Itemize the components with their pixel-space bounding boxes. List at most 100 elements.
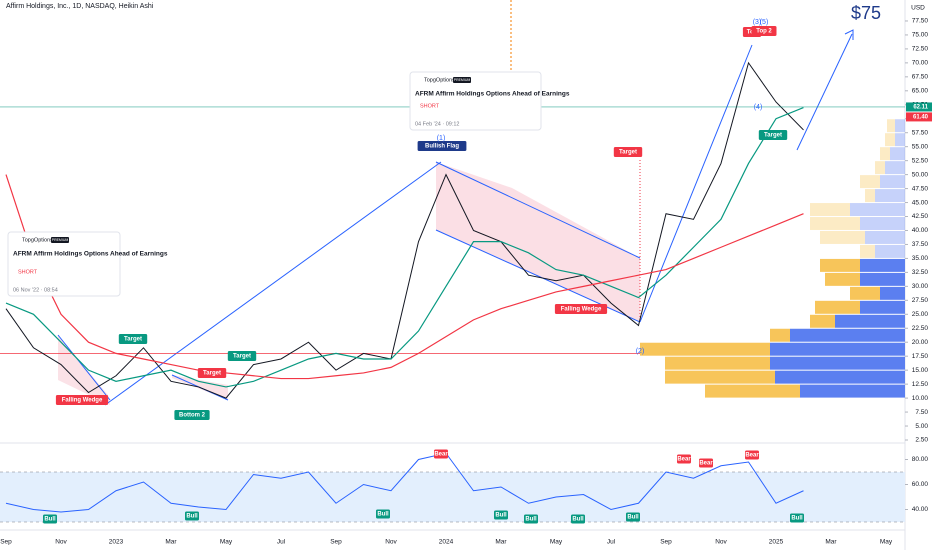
rsi-signal: Bull <box>627 515 639 521</box>
pattern-label: Bottom 2 <box>179 413 206 419</box>
x-tick-label: May <box>220 539 233 546</box>
y-tick-label: 35.00 <box>912 255 929 262</box>
volume-buy <box>880 175 905 189</box>
volume-buy <box>790 328 905 342</box>
y-tick-label: 20.00 <box>912 339 929 346</box>
volume-sell <box>810 314 835 328</box>
idea-date: 04 Feb '24 · 09:12 <box>415 121 459 127</box>
volume-sell <box>850 286 880 300</box>
x-tick-label: Nov <box>385 539 397 546</box>
y-tick-label: 5.00 <box>915 423 928 430</box>
volume-buy <box>860 300 905 314</box>
wave-label: (3) <box>753 19 762 26</box>
rsi-signal: Bull <box>791 516 803 522</box>
volume-buy <box>770 342 905 356</box>
rsi-signal: Bull <box>44 517 56 523</box>
rsi-signal-box <box>790 513 804 523</box>
y-tick-label: 12.50 <box>912 381 929 388</box>
x-tick-label: Sep <box>0 539 12 546</box>
volume-sell <box>665 356 770 370</box>
idea-badge-box <box>453 77 471 83</box>
rsi-signal: Bear <box>677 457 691 463</box>
volume-buy <box>885 161 905 175</box>
x-tick-label: Sep <box>660 539 672 546</box>
x-tick-label: Mar <box>165 539 177 546</box>
idea-date: 06 Nov '22 · 08:54 <box>13 287 58 293</box>
volume-sell <box>825 272 860 286</box>
idea-badge: PREMIUM <box>454 78 471 82</box>
idea-author: TopgOptions <box>22 237 53 243</box>
pattern-label: Target <box>124 337 142 343</box>
x-tick-label: May <box>880 539 893 546</box>
y-tick-label: 70.00 <box>912 60 929 67</box>
moving-average <box>5 174 804 380</box>
rsi-line <box>5 452 804 513</box>
volume-buy <box>850 203 905 217</box>
rsi-tick-label: 60.00 <box>912 481 929 488</box>
volume-sell <box>820 230 865 244</box>
rsi-signal-box <box>494 510 508 520</box>
y-tick-label: 47.50 <box>912 185 929 192</box>
rsi-signal-box <box>43 514 57 524</box>
volume-sell <box>640 342 770 356</box>
pattern-label-box <box>55 395 109 405</box>
y-tick-label: 55.00 <box>912 143 929 150</box>
y-tick-label: 57.50 <box>912 129 929 136</box>
idea-title: AFRM Affirm Holdings Options Ahead of Ea… <box>415 91 570 98</box>
x-tick-label: Nov <box>55 539 67 546</box>
y-tick-label: 25.00 <box>912 311 929 318</box>
volume-sell <box>810 203 850 217</box>
y-tick-label: 2.50 <box>915 437 928 444</box>
wave-label: (1) <box>437 135 446 142</box>
price-tag <box>906 112 932 122</box>
pattern-label-box <box>417 141 467 151</box>
y-tick-label: 10.00 <box>912 395 929 402</box>
idea-side: SHORT <box>420 103 440 109</box>
pattern-label-box <box>118 334 148 344</box>
pattern-label: Target <box>764 133 782 139</box>
y-tick-label: 37.50 <box>912 241 929 248</box>
volume-buy <box>895 133 905 147</box>
x-tick-label: Mar <box>825 539 837 546</box>
idea-card <box>7 231 121 297</box>
y-tick-label: 75.00 <box>912 32 929 39</box>
pattern-label: Target <box>203 371 221 377</box>
price-tag-label: 62.11 <box>913 105 928 111</box>
pattern-label-box <box>613 147 643 157</box>
rsi-signal-box <box>677 454 691 464</box>
volume-sell <box>880 147 890 161</box>
volume-buy <box>880 286 905 300</box>
y-tick-label: 7.50 <box>915 409 928 416</box>
idea-author: TopgOptions <box>424 77 455 83</box>
volume-sell <box>810 217 860 230</box>
x-tick-label: 2024 <box>439 539 454 546</box>
volume-sell <box>820 258 860 272</box>
y-tick-label: 67.50 <box>912 74 929 81</box>
rsi-band <box>0 472 905 522</box>
volume-buy <box>860 272 905 286</box>
rsi-signal-box <box>745 450 759 460</box>
y-tick-label: 30.00 <box>912 283 929 290</box>
pattern-label-box <box>554 304 608 314</box>
wave-label: (2) <box>636 348 645 355</box>
volume-buy <box>875 189 905 203</box>
rsi-signal: Bull <box>377 512 389 518</box>
rsi-tick-label: 80.00 <box>912 456 929 463</box>
pattern-label-box <box>751 26 777 36</box>
moving-average <box>5 107 804 388</box>
volume-sell <box>887 119 895 133</box>
rsi-signal: Bear <box>745 453 759 459</box>
price-line <box>5 61 804 399</box>
volume-buy <box>865 230 905 244</box>
x-tick-label: May <box>550 539 563 546</box>
rsi-signal-box <box>434 449 448 459</box>
y-tick-label: 15.00 <box>912 367 929 374</box>
volume-sell <box>860 175 880 189</box>
idea-title: AFRM Affirm Holdings Options Ahead of Ea… <box>13 251 168 258</box>
volume-buy <box>860 217 905 230</box>
volume-sell <box>885 133 895 147</box>
volume-buy <box>875 244 905 258</box>
volume-buy <box>890 147 905 161</box>
x-tick-label: Nov <box>715 539 727 546</box>
volume-sell <box>665 370 775 384</box>
